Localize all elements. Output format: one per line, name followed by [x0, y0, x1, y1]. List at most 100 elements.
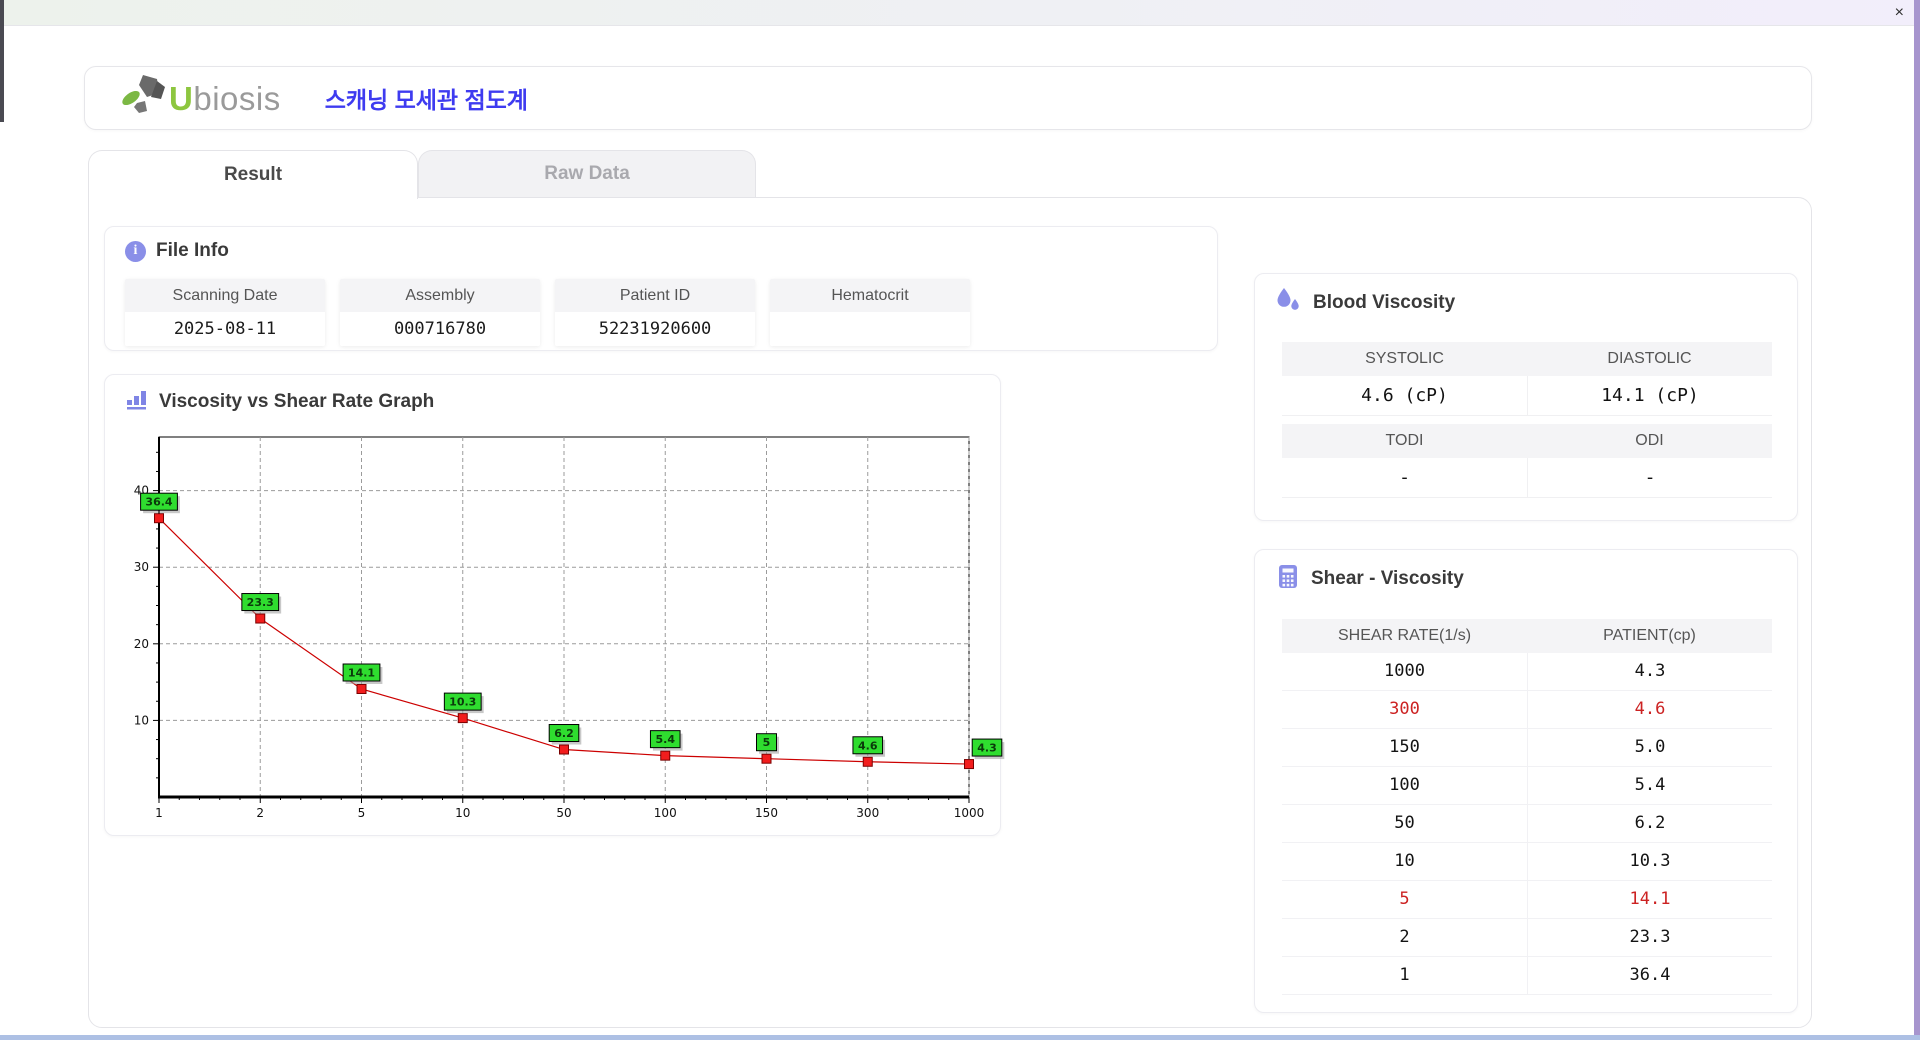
diastolic-value: 14.1 (cP)	[1527, 376, 1772, 416]
point-label-text: 10.3	[449, 696, 476, 709]
patient-cell: 4.3	[1527, 653, 1772, 690]
data-point	[660, 750, 671, 761]
point-label-text: 6.2	[554, 727, 574, 740]
field-hematocrit: Hematocrit	[770, 279, 970, 346]
y-tick-label: 10	[134, 713, 149, 727]
field-label: Patient ID	[555, 279, 755, 312]
field-label: Scanning Date	[125, 279, 325, 312]
file-info-card: i File Info Scanning Date 2025-08-11 Ass…	[104, 226, 1218, 351]
y-tick-label: 20	[134, 637, 149, 651]
x-tick-label: 1	[155, 806, 163, 820]
point-label-box	[971, 738, 1003, 757]
patient-cell: 14.1	[1527, 881, 1772, 918]
point-label-box	[342, 663, 381, 682]
shear-rate-cell: 2	[1399, 927, 1410, 947]
table-row: 4.6 (cP) 14.1 (cP)	[1282, 376, 1772, 416]
logo-text-u: U	[169, 79, 194, 117]
field-value: 52231920600	[555, 312, 755, 346]
shear-rate-cell: 300	[1389, 699, 1420, 719]
table-row: 10 10.3	[1282, 843, 1772, 881]
tab-raw-data[interactable]: Raw Data	[418, 150, 756, 197]
field-assembly: Assembly 000716780	[340, 279, 540, 346]
viscosity-chart: 10 20 30 40 1 2 5 10 50 100 150 300 1000 36.4 23.3 14.1…	[120, 428, 1005, 828]
point-label-box	[241, 593, 280, 612]
table-header-row: TODI ODI	[1282, 424, 1772, 458]
shear-viscosity-card: Shear - Viscosity SHEAR RATE(1/s) PATIEN…	[1254, 549, 1798, 1013]
shear-viscosity-title: Shear - Viscosity	[1311, 568, 1464, 589]
field-label: Assembly	[340, 279, 540, 312]
logo-text: Ubiosis	[169, 82, 281, 115]
x-tick-label: 2	[256, 806, 264, 820]
table-row: 2 23.3	[1282, 919, 1772, 957]
patient-cell: 36.4	[1527, 957, 1772, 994]
logo-text-rest: biosis	[193, 79, 281, 117]
close-icon[interactable]: ×	[1894, 4, 1904, 21]
point-label-text: 4.6	[858, 739, 878, 752]
shear-rate-cell: 1	[1399, 965, 1410, 985]
shear-viscosity-table: SHEAR RATE(1/s) PATIENT(cp) 1000 4.3 300 4.…	[1282, 619, 1772, 995]
x-tick-label: 100	[654, 806, 677, 820]
x-tick-label: 300	[856, 806, 879, 820]
file-info-fields: Scanning Date 2025-08-11 Assembly 000716…	[125, 279, 970, 346]
table-header-row: SYSTOLIC DIASTOLIC	[1282, 342, 1772, 376]
table-row: - -	[1282, 458, 1772, 498]
header-card: Ubiosis 스캐닝 모세관 점도계	[84, 66, 1812, 130]
window-bottom-border	[0, 1035, 1920, 1040]
data-point	[964, 759, 974, 770]
blood-viscosity-table: SYSTOLIC DIASTOLIC 4.6 (cP) 14.1 (cP) TO…	[1282, 342, 1772, 498]
systolic-value: 4.6 (cP)	[1282, 376, 1527, 416]
data-point	[154, 513, 164, 524]
patient-cell: 6.2	[1527, 805, 1772, 842]
point-label-text: 23.3	[247, 596, 274, 609]
shear-rate-cell: 150	[1389, 737, 1420, 757]
todi-value: -	[1282, 458, 1527, 498]
field-label: Hematocrit	[770, 279, 970, 312]
data-point	[457, 713, 468, 724]
x-tick-label: 5	[358, 806, 366, 820]
point-label-text: 4.3	[977, 742, 997, 755]
y-tick-label: 30	[134, 560, 149, 574]
window-right-border	[1914, 0, 1920, 1040]
table-row: 5 14.1	[1282, 881, 1772, 919]
viscosity-graph-card: Viscosity vs Shear Rate Graph 10 20 30 40 1 2…	[104, 374, 1005, 836]
tab-result[interactable]: Result	[88, 150, 418, 199]
graph-title: Viscosity vs Shear Rate Graph	[159, 390, 435, 412]
ubiosis-logo: Ubiosis	[117, 73, 281, 124]
patient-cell: 23.3	[1527, 919, 1772, 956]
header-shear-rate: SHEAR RATE(1/s)	[1337, 627, 1472, 644]
app-title: 스캐닝 모세관 점도계	[324, 87, 528, 113]
patient-cell: 4.6	[1527, 691, 1772, 728]
table-row: 1000 4.3	[1282, 653, 1772, 691]
header-odi: ODI	[1527, 424, 1772, 458]
point-label-box	[852, 736, 884, 755]
file-info-title: File Info	[156, 240, 229, 261]
header-systolic: SYSTOLIC	[1282, 342, 1527, 376]
window-titlebar: ×	[0, 0, 1920, 26]
x-tick-label: 150	[755, 806, 778, 820]
odi-value: -	[1527, 458, 1772, 498]
table-row: 100 5.4	[1282, 767, 1772, 805]
shear-rate-cell: 1000	[1384, 661, 1425, 681]
shear-rate-cell: 100	[1389, 775, 1420, 795]
droplets-icon	[1275, 287, 1303, 318]
blood-viscosity-title: Blood Viscosity	[1313, 291, 1456, 313]
field-patient-id: Patient ID 52231920600	[555, 279, 755, 346]
point-label-box	[756, 733, 777, 752]
table-row: 50 6.2	[1282, 805, 1772, 843]
table-row: 1 36.4	[1282, 957, 1772, 995]
blood-viscosity-card: Blood Viscosity SYSTOLIC DIASTOLIC 4.6 (…	[1254, 273, 1798, 521]
table-row: 300 4.6	[1282, 691, 1772, 729]
patient-cell: 5.0	[1527, 729, 1772, 766]
calculator-icon	[1275, 563, 1301, 595]
shear-rate-cell: 5	[1399, 889, 1410, 909]
header-todi: TODI	[1282, 424, 1527, 458]
field-value	[770, 312, 970, 346]
data-point	[761, 753, 772, 764]
point-label-box	[548, 724, 580, 743]
field-scanning-date: Scanning Date 2025-08-11	[125, 279, 325, 346]
data-point	[356, 684, 367, 694]
bar-chart-icon	[125, 388, 149, 415]
point-label-box	[140, 492, 178, 511]
point-label-box	[443, 692, 482, 711]
